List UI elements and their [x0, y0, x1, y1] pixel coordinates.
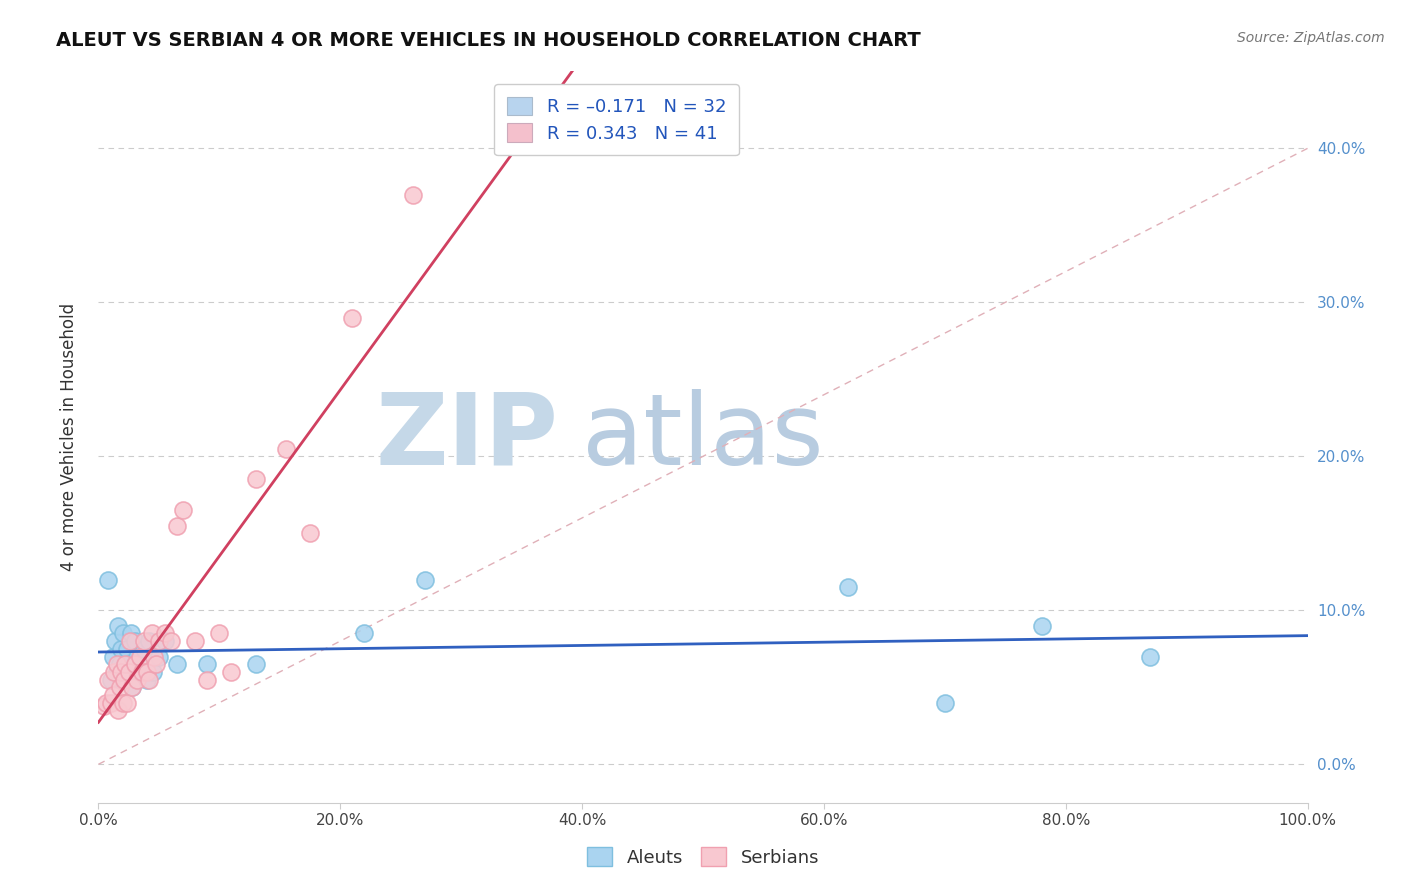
Point — [124, 657, 146, 672]
Point — [112, 673, 135, 687]
Point — [111, 696, 134, 710]
Legend: R = –0.171   N = 32, R = 0.343   N = 41: R = –0.171 N = 32, R = 0.343 N = 41 — [495, 84, 740, 155]
Point — [141, 626, 163, 640]
Point — [97, 673, 120, 687]
Legend: Aleuts, Serbians: Aleuts, Serbians — [579, 840, 827, 874]
Point — [107, 703, 129, 717]
Point — [299, 526, 322, 541]
Point — [134, 634, 156, 648]
Point — [138, 673, 160, 687]
Point — [97, 573, 120, 587]
Point — [111, 626, 134, 640]
Point — [118, 665, 141, 679]
Point — [93, 698, 115, 713]
Point — [94, 696, 117, 710]
Point — [117, 696, 139, 710]
Point — [274, 442, 297, 456]
Point — [103, 665, 125, 679]
Point — [127, 673, 149, 687]
Point — [402, 187, 425, 202]
Text: Source: ZipAtlas.com: Source: ZipAtlas.com — [1237, 31, 1385, 45]
Point — [128, 649, 150, 664]
Point — [245, 657, 267, 672]
Point — [1139, 649, 1161, 664]
Point — [114, 665, 136, 679]
Point — [100, 673, 122, 687]
Point — [934, 696, 956, 710]
Point — [114, 657, 136, 672]
Point — [135, 665, 157, 679]
Text: ALEUT VS SERBIAN 4 OR MORE VEHICLES IN HOUSEHOLD CORRELATION CHART: ALEUT VS SERBIAN 4 OR MORE VEHICLES IN H… — [56, 31, 921, 50]
Point — [120, 626, 142, 640]
Point — [124, 634, 146, 648]
Point — [100, 696, 122, 710]
Point — [105, 657, 128, 672]
Y-axis label: 4 or more Vehicles in Household: 4 or more Vehicles in Household — [59, 303, 77, 571]
Point — [110, 665, 132, 679]
Point — [117, 641, 139, 656]
Point — [105, 665, 128, 679]
Point — [166, 657, 188, 672]
Point — [131, 665, 153, 679]
Point — [153, 626, 176, 640]
Point — [221, 665, 243, 679]
Point — [195, 673, 218, 687]
Point — [121, 681, 143, 695]
Point — [353, 626, 375, 640]
Point — [184, 634, 207, 648]
Point — [142, 665, 165, 679]
Point — [110, 641, 132, 656]
Point — [143, 649, 166, 664]
Point — [101, 688, 124, 702]
Point — [1031, 618, 1053, 632]
Point — [172, 503, 194, 517]
Point — [145, 657, 167, 672]
Point — [108, 657, 131, 672]
Point — [129, 665, 152, 679]
Point — [121, 681, 143, 695]
Point — [138, 634, 160, 648]
Point — [101, 649, 124, 664]
Text: atlas: atlas — [582, 389, 824, 485]
Point — [127, 649, 149, 664]
Point — [108, 681, 131, 695]
Point — [208, 626, 231, 640]
Point — [195, 657, 218, 672]
Point — [104, 634, 127, 648]
Point — [837, 580, 859, 594]
Point — [134, 641, 156, 656]
Text: ZIP: ZIP — [375, 389, 558, 485]
Point — [148, 634, 170, 648]
Point — [148, 649, 170, 664]
Point — [245, 472, 267, 486]
Point — [342, 310, 364, 325]
Point — [413, 573, 436, 587]
Point — [153, 634, 176, 648]
Point — [118, 657, 141, 672]
Point — [166, 518, 188, 533]
Point — [107, 618, 129, 632]
Point — [118, 634, 141, 648]
Point — [160, 634, 183, 648]
Point — [135, 673, 157, 687]
